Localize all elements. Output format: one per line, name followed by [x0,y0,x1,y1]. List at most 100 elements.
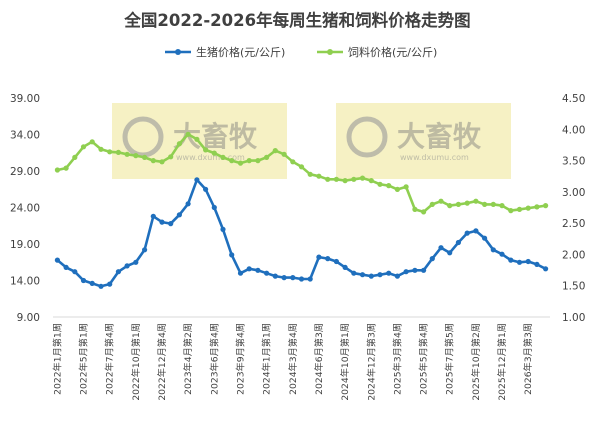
data-point [359,272,366,278]
data-point [72,269,78,275]
x-tick-label: 2022年7月第4周 [104,323,116,395]
data-point [124,151,130,157]
data-point [159,159,165,165]
data-point [115,269,121,275]
data-point [438,245,444,251]
data-point [403,184,409,190]
y-left-tick-label: 24.00 [10,203,40,215]
data-point [264,270,270,276]
series-2 [54,131,549,215]
data-point [525,258,531,265]
watermark-right: 大畜牧 www.dxumu.com [336,103,511,179]
data-point [386,183,392,189]
data-point [194,177,200,183]
data-point [255,158,261,164]
chart-title: 全国2022-2026年每周生猪和饲料价格走势图 [123,10,470,30]
data-point [264,154,270,160]
x-tick-label: 2022年12月第4周 [156,323,168,401]
x-tick-label: 2024年10月第1周 [339,323,351,401]
data-point [272,148,278,154]
x-tick-label: 2024年6月第3周 [313,323,325,395]
x-tick-label: 2023年4月第2周 [182,323,194,395]
x-tick-label: 2025年10月第2周 [470,323,482,401]
data-point [482,201,488,207]
plot-area [54,131,549,289]
data-point [351,176,357,182]
y-axis-left: 9.00 14.00 19.00 24.00 29.00 34.00 39.00 [10,93,40,324]
data-point [421,209,427,215]
y-right-tick-label: 4.00 [562,124,585,136]
data-point [150,213,156,219]
data-point [211,150,217,156]
x-tick-label: 2022年1月第1周 [51,323,63,395]
data-point [115,149,121,155]
legend-label: 生猪价格(元/公斤) [196,45,285,59]
data-point [307,171,313,177]
data-point [351,270,357,276]
data-point [377,181,383,187]
data-point [89,280,95,286]
x-tick-label: 2026年3月第3周 [522,323,534,395]
data-point [142,154,148,160]
data-point [80,144,87,150]
data-point [107,149,113,155]
x-tick-label: 2024年1月第1周 [261,323,273,395]
data-point [98,283,104,289]
data-point [150,158,156,164]
data-point [281,275,287,281]
data-point [176,141,182,147]
data-point [359,175,366,181]
y-left-tick-label: 14.00 [10,276,40,288]
data-point [307,276,313,282]
data-point [543,266,549,272]
y-right-tick-label: 4.50 [562,93,585,105]
data-point [447,203,453,209]
data-point [464,200,470,206]
data-point [237,160,244,166]
data-point [194,136,200,142]
series-1 [54,177,549,289]
x-tick-label: 2023年6月第4周 [208,323,220,395]
data-point [325,176,331,182]
x-tick-label: 2024年3月第4周 [287,323,299,395]
data-point [316,173,322,179]
data-point [63,165,69,171]
data-point [429,256,435,262]
watermark-logo-icon [346,116,388,158]
data-point [176,212,182,218]
x-tick-label: 2022年5月第1周 [78,323,90,395]
data-point [229,158,235,164]
data-point [499,203,505,209]
data-point [98,146,104,152]
legend-item: 饲料价格(元/公斤) [317,45,437,59]
data-point [421,267,427,273]
data-point [124,263,130,269]
data-point [281,151,287,157]
data-point [246,266,252,272]
x-tick-label: 2025年3月第4周 [391,323,403,395]
data-point [368,273,374,279]
x-tick-label: 2025年5月第4周 [418,323,430,395]
data-point [107,281,113,287]
y-right-tick-label: 2.50 [562,218,585,230]
x-tick-label: 2025年12月第1周 [496,323,508,401]
data-point [290,275,296,281]
x-tick-label: 2023年9月第4周 [234,323,246,395]
data-point [534,204,540,210]
data-point [246,158,252,164]
data-point [316,254,322,260]
y-left-tick-label: 29.00 [10,166,40,178]
data-point [255,267,261,273]
y-right-tick-label: 1.50 [562,281,585,293]
data-point [168,154,174,160]
data-point [473,228,479,234]
data-point [185,131,191,137]
y-right-tick-label: 3.50 [562,156,585,168]
x-tick-label: 2022年10月第1周 [130,323,142,401]
data-point [54,167,61,173]
y-axis-right: 1.00 1.50 2.00 2.50 3.00 3.50 4.00 4.50 [562,93,585,324]
y-left-tick-label: 19.00 [10,239,40,251]
data-point [63,264,69,270]
data-point [534,261,540,267]
